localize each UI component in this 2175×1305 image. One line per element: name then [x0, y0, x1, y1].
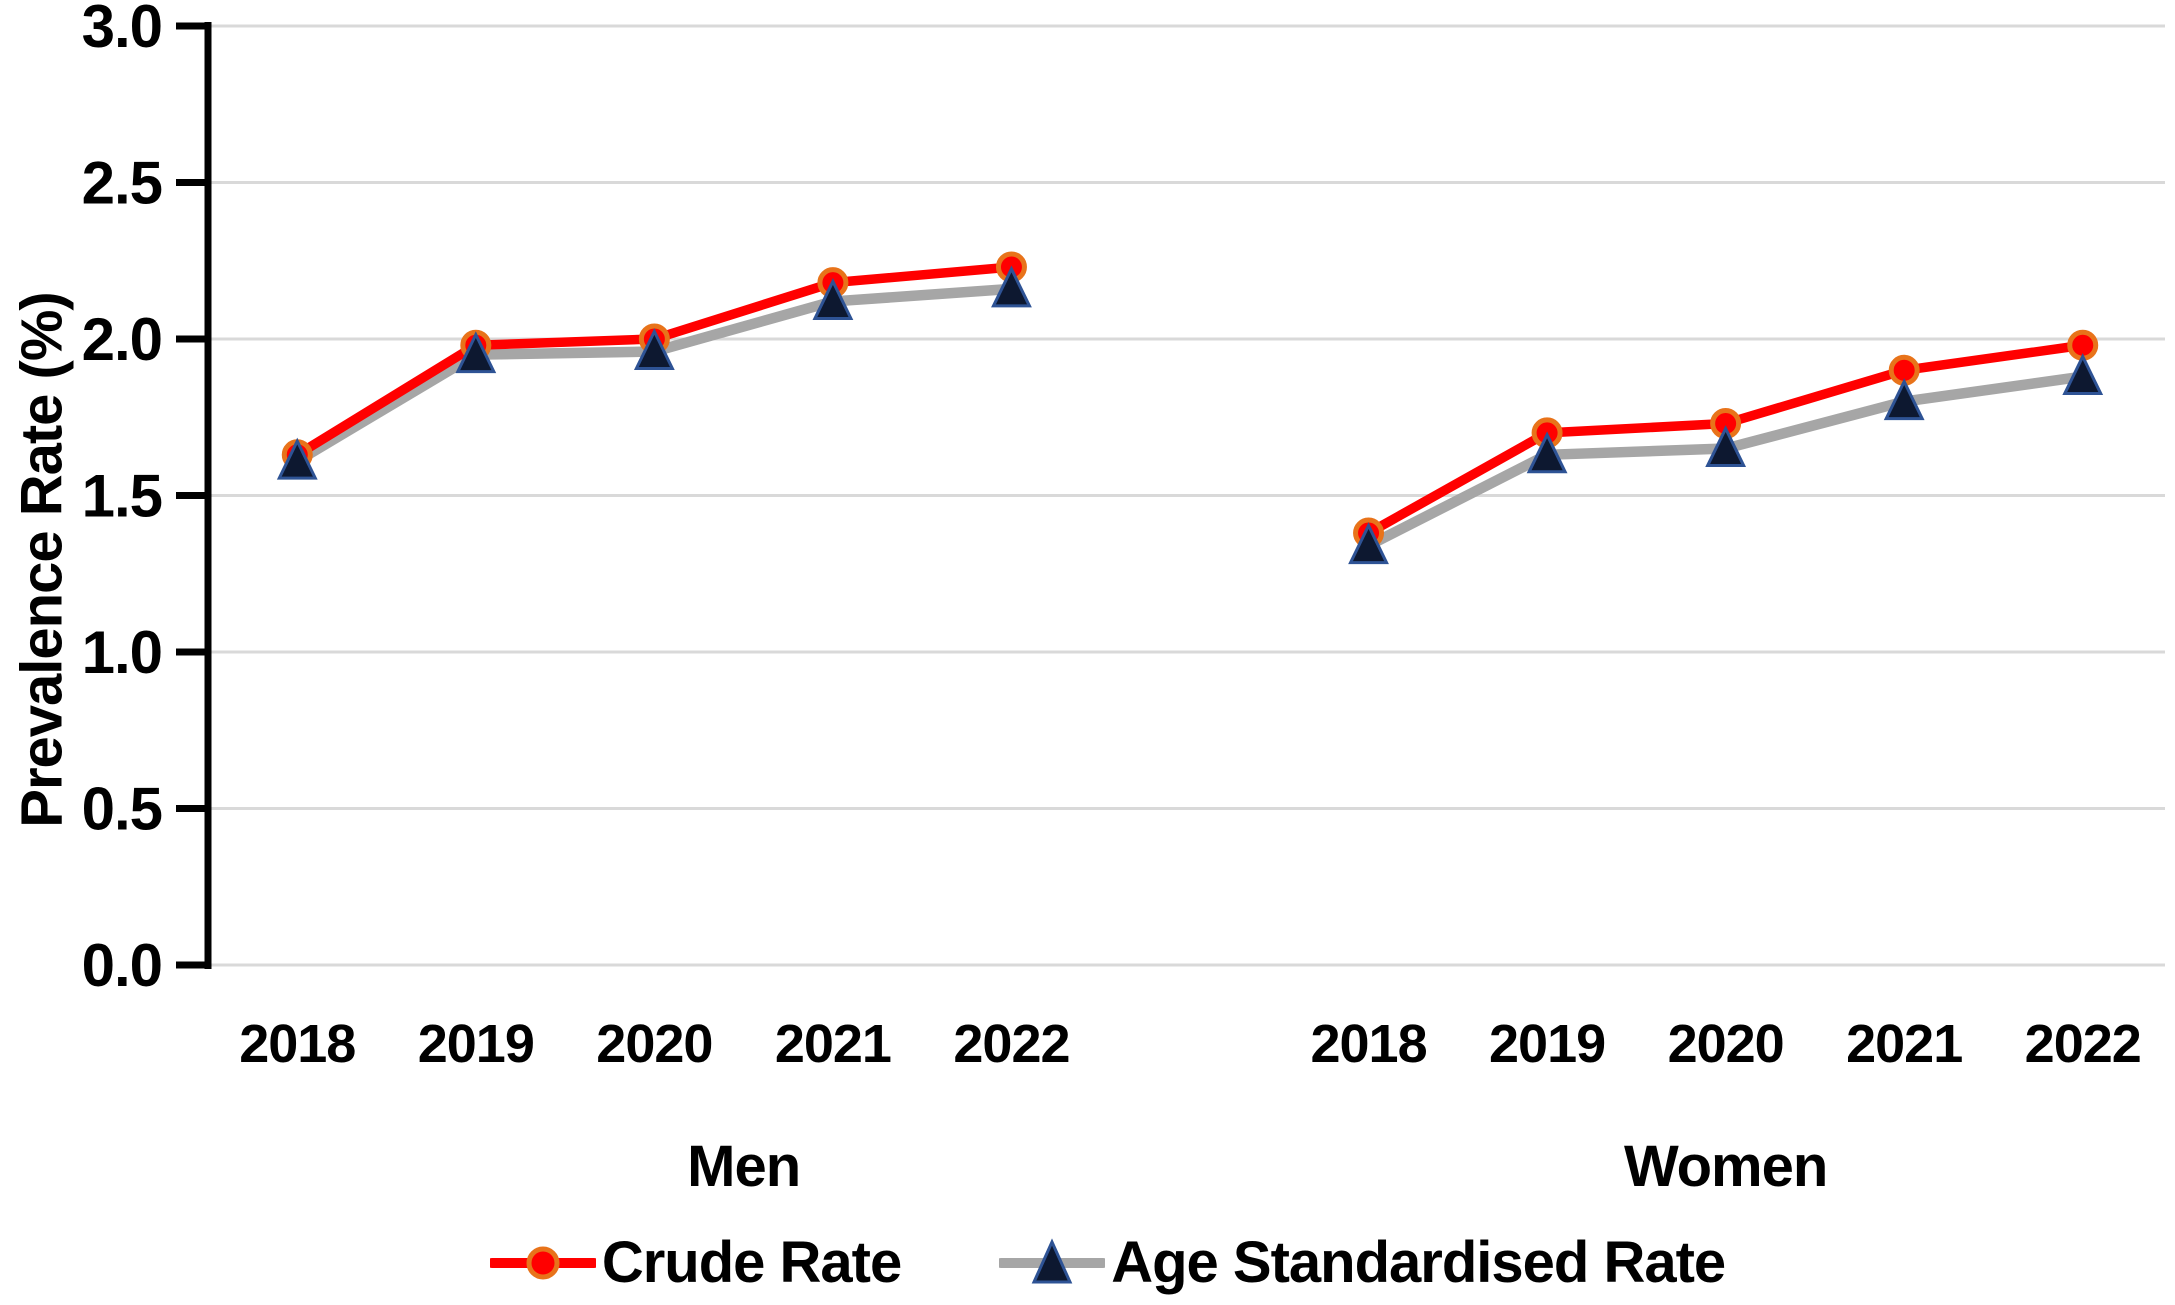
y-axis-title: Prevalence Rate (%): [9, 292, 75, 828]
marker-agestd-men-2020: [633, 328, 675, 371]
x-tick-label-women-2018: 2018: [1310, 1014, 1426, 1074]
crude-rate-swatch-icon: [489, 1230, 596, 1294]
y-tick-label: 3.0: [82, 0, 162, 60]
group-label-women: Women: [1624, 1134, 1827, 1199]
y-tick-label: 1.0: [82, 619, 162, 686]
x-tick-label-women-2019: 2019: [1489, 1014, 1605, 1074]
y-tick-label: 0.5: [82, 776, 162, 843]
group-label-men: Men: [687, 1134, 800, 1199]
marker-agestd-women-2021: [1883, 378, 1925, 421]
age-standardised-rate-swatch-icon: [999, 1230, 1106, 1294]
x-tick-label-women-2022: 2022: [2025, 1014, 2141, 1074]
y-tick-label: 0.0: [82, 932, 162, 999]
marker-agestd-women-2022: [2062, 353, 2104, 396]
marker-agestd-women-2019: [1526, 431, 1568, 474]
marker-agestd-men-2021: [812, 278, 854, 320]
legend-label-crude-rate: Crude Rate: [601, 1229, 902, 1295]
marker-agestd-women-2018: [1348, 522, 1389, 565]
legend: Crude Rate Age Standardised Rate: [0, 1224, 2175, 1300]
y-tick-label: 2.5: [82, 150, 162, 217]
marker-agestd-men-2018: [276, 437, 318, 480]
y-tick-label: 2.0: [82, 306, 162, 373]
x-tick-label-women-2021: 2021: [1846, 1014, 1962, 1074]
x-tick-label-men-2022: 2022: [953, 1014, 1069, 1074]
x-tick-label-men-2020: 2020: [596, 1014, 712, 1074]
x-tick-label-men-2021: 2021: [775, 1014, 891, 1074]
legend-item-crude-rate: Crude Rate: [489, 1229, 902, 1296]
legend-item-age-standardised-rate: Age Standardised Rate: [999, 1229, 1726, 1296]
x-tick-label-women-2020: 2020: [1668, 1014, 1784, 1074]
marker-agestd-men-2022: [991, 265, 1032, 308]
marker-agestd-men-2019: [455, 331, 497, 374]
x-tick-label-men-2018: 2018: [239, 1014, 355, 1074]
crude-rate-legend-glyph: [489, 1246, 596, 1280]
legend-label-age-standardised-rate: Age Standardised Rate: [1111, 1229, 1726, 1295]
y-tick-label: 1.5: [82, 463, 162, 530]
x-tick-label-men-2019: 2019: [418, 1014, 534, 1074]
marker-agestd-women-2020: [1705, 425, 1747, 468]
age-standardised-rate-legend-glyph: [999, 1238, 1106, 1284]
line-men-age-standardised-rate: [292, 283, 1017, 467]
